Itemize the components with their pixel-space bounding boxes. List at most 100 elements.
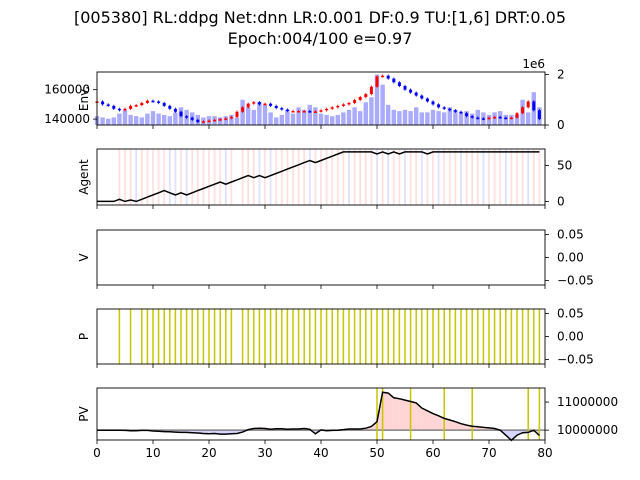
portfolio-value-line [97, 391, 540, 442]
candle-body [280, 108, 284, 110]
candle-body [442, 107, 446, 109]
value-y-tick-label: 0.00 [557, 251, 584, 265]
pv-fill-segment [449, 420, 456, 431]
volume-bar [122, 109, 128, 125]
pv-fill-segment [416, 402, 422, 431]
volume-bar [425, 112, 430, 125]
volume-bar [251, 109, 256, 125]
candle-body [369, 86, 373, 95]
candle-body [493, 116, 497, 119]
candle-body [521, 107, 525, 114]
volume-bar [408, 111, 413, 125]
candle-body [319, 110, 323, 112]
volume-bar [218, 117, 223, 125]
candle-body [112, 105, 116, 109]
volume-bar [324, 114, 329, 125]
pv-fill-segment [399, 398, 405, 431]
candle-body [285, 109, 289, 112]
candle-body [414, 92, 418, 96]
candle-body [297, 111, 301, 113]
candle-body [201, 121, 205, 123]
volume-bar [134, 116, 139, 125]
value-y-tick-label: −0.05 [557, 273, 594, 287]
pv-x-tick-label: 20 [201, 446, 216, 460]
pv-fill-segment [393, 397, 400, 431]
env-ylabel: Env. [77, 86, 91, 111]
num-stocks-line [97, 151, 540, 203]
volume-bar [257, 102, 262, 125]
candle-body [470, 116, 474, 118]
volume-bar [346, 109, 352, 125]
pv-x-tick-label: 10 [145, 446, 160, 460]
candle-body [515, 113, 519, 118]
volume-bar [162, 114, 167, 125]
value-y-tick-label: 0.05 [557, 228, 584, 242]
candle-body [173, 108, 177, 112]
volume-bar [447, 107, 452, 125]
candle-body [403, 85, 407, 90]
price-y-tick-label: 160000 [44, 83, 90, 97]
volume-y-tick-label: 0 [557, 118, 565, 132]
candle-body [263, 103, 267, 106]
policy-y-tick-label: 0.05 [557, 307, 584, 321]
pv-fill-segment [405, 400, 411, 431]
candle-body [179, 111, 183, 117]
volume-bar [318, 113, 324, 125]
volume-bar [274, 117, 279, 125]
candle-body [129, 105, 133, 109]
pv-fill-segment [444, 418, 450, 431]
candle-body [190, 117, 194, 120]
candle-body [336, 105, 340, 108]
candle-body [213, 119, 217, 122]
volume-bar [330, 116, 335, 125]
agent-y-tick-label: 50 [557, 159, 572, 173]
candle-body [246, 103, 250, 108]
pv-x-tick-label: 40 [313, 446, 328, 460]
candle-body [101, 101, 105, 105]
volume-bar [453, 109, 458, 125]
candle-body [358, 97, 362, 100]
volume-bar [173, 112, 178, 125]
volume-bar [285, 109, 290, 125]
pv-fill-segment [505, 430, 512, 441]
pv-x-tick-label: 60 [425, 446, 440, 460]
candle-body [224, 118, 228, 120]
volume-bar [290, 113, 296, 125]
volume-bar [229, 114, 234, 125]
candle-body [465, 113, 469, 117]
candle-body [409, 89, 413, 93]
volume-bar [436, 111, 441, 125]
candle-body [537, 110, 541, 120]
volume-bar [279, 114, 284, 125]
candle-body [117, 108, 121, 111]
candle-body [459, 111, 463, 114]
pv-fill-segment [427, 410, 433, 431]
candle-body [476, 117, 480, 120]
candle-body [526, 101, 530, 108]
volume-bar [458, 112, 464, 125]
pv-ylabel: PV [77, 405, 91, 421]
pv-fill-segment [225, 430, 232, 435]
pv-fill-segment [220, 430, 226, 435]
volume-bar [223, 116, 228, 125]
pv-x-tick-label: 30 [257, 446, 272, 460]
candle-body [241, 107, 245, 112]
candle-body [302, 111, 306, 113]
value-ylabel: V [77, 253, 91, 262]
volume-bar [380, 84, 385, 125]
volume-bar [358, 111, 363, 125]
candle-body [498, 116, 502, 119]
volume-bar [262, 104, 268, 125]
price-y-tick-label: 140000 [44, 112, 90, 126]
candle-body [392, 78, 396, 83]
candle-body [145, 100, 149, 103]
volume-bar [167, 116, 172, 125]
volume-bar [111, 117, 116, 125]
candle-body [252, 102, 256, 104]
candle-body [532, 101, 536, 111]
candle-body [229, 116, 233, 119]
value-axes-frame [96, 229, 546, 286]
volume-bar [430, 109, 436, 125]
volume-bar [352, 107, 357, 125]
volume-bar [302, 109, 307, 125]
